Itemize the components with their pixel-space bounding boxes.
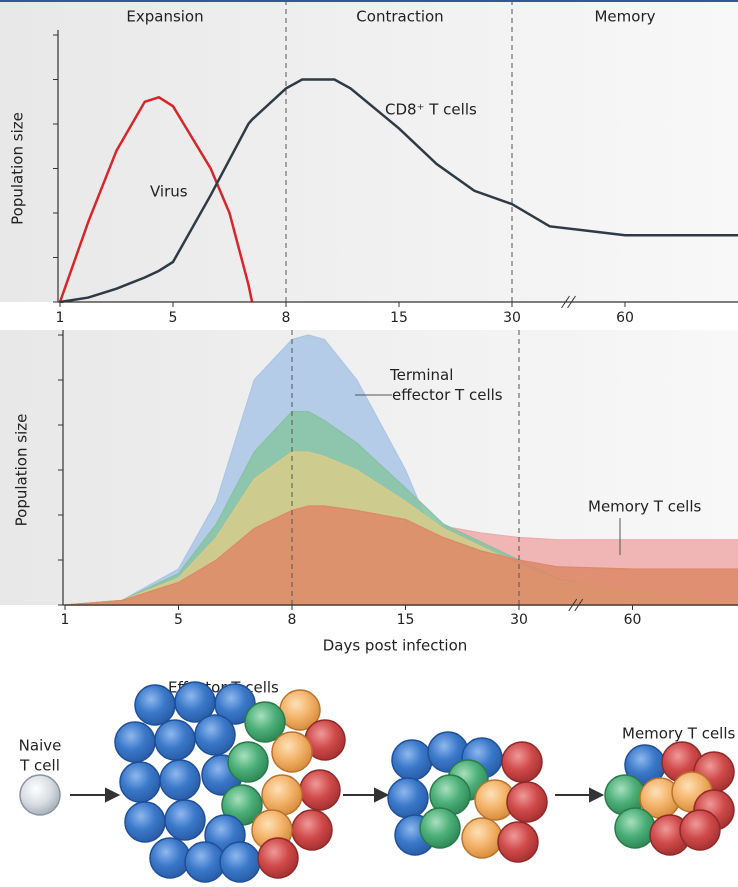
series-label: Terminal effector T cells bbox=[389, 366, 503, 404]
cell bbox=[194, 714, 236, 756]
cell bbox=[506, 781, 548, 823]
cell bbox=[271, 731, 313, 773]
cell bbox=[261, 774, 303, 816]
series-label: CD8⁺ T cells bbox=[385, 101, 477, 119]
phase-label: Contraction bbox=[356, 8, 443, 26]
arrowhead bbox=[589, 787, 605, 803]
diagram: Naive T cell Effector T cells Memory T c… bbox=[19, 679, 736, 883]
phase-label: Expansion bbox=[126, 8, 203, 26]
naive-label: T cell bbox=[19, 757, 60, 775]
arrowhead bbox=[374, 787, 390, 803]
memory-cluster bbox=[604, 741, 735, 856]
cell bbox=[149, 837, 191, 879]
cell bbox=[291, 809, 333, 851]
cell bbox=[419, 807, 461, 849]
cell bbox=[114, 721, 156, 763]
cell bbox=[501, 741, 543, 783]
cell bbox=[184, 841, 226, 883]
x-tick-label: 8 bbox=[288, 612, 297, 628]
arrows bbox=[70, 787, 605, 803]
x-tick-label: 15 bbox=[390, 310, 408, 326]
effector-cluster bbox=[114, 681, 346, 883]
cell bbox=[219, 841, 261, 883]
arrowhead bbox=[105, 787, 121, 803]
naive-cell bbox=[19, 774, 61, 816]
cell bbox=[461, 817, 503, 859]
x-tick-label: 1 bbox=[56, 310, 65, 326]
axis-break bbox=[574, 598, 584, 612]
cell bbox=[497, 821, 539, 863]
cell bbox=[387, 777, 429, 819]
plot-background bbox=[0, 0, 738, 302]
cell bbox=[614, 807, 656, 849]
cell bbox=[134, 684, 176, 726]
x-tick-label: 30 bbox=[510, 612, 528, 628]
x-tick-label: 5 bbox=[169, 310, 178, 326]
x-tick-label: 5 bbox=[174, 612, 183, 628]
axis-break bbox=[568, 598, 578, 612]
cell bbox=[257, 837, 299, 879]
series-label: Memory T cells bbox=[588, 498, 702, 516]
y-axis-label: Population size bbox=[13, 414, 31, 527]
axis-break bbox=[567, 295, 576, 309]
x-axis-label: Days post infection bbox=[323, 637, 468, 655]
x-tick-label: 30 bbox=[503, 310, 521, 326]
cell bbox=[119, 761, 161, 803]
cell bbox=[164, 799, 206, 841]
series-label: Virus bbox=[150, 183, 188, 201]
cell bbox=[154, 719, 196, 761]
x-tick-label: 60 bbox=[624, 612, 642, 628]
phase-label: Memory bbox=[594, 8, 655, 26]
series-area bbox=[64, 505, 738, 606]
cell bbox=[124, 801, 166, 843]
cell bbox=[299, 769, 341, 811]
cell bbox=[227, 741, 269, 783]
x-tick-label: 1 bbox=[61, 612, 70, 628]
cell bbox=[679, 809, 721, 851]
series-line bbox=[58, 95, 254, 303]
memory-label: Memory T cells bbox=[622, 725, 736, 743]
y-axis-label: Population size bbox=[9, 112, 27, 225]
intermediate-cluster bbox=[387, 731, 548, 863]
cell bbox=[159, 759, 201, 801]
x-tick-label: 8 bbox=[282, 310, 291, 326]
x-tick-label: 15 bbox=[397, 612, 415, 628]
x-tick-label: 60 bbox=[616, 310, 634, 326]
naive-label: Naive bbox=[19, 737, 62, 755]
cell bbox=[391, 739, 433, 781]
axis-break bbox=[561, 295, 570, 309]
cell bbox=[244, 701, 286, 743]
series-line bbox=[59, 78, 738, 304]
